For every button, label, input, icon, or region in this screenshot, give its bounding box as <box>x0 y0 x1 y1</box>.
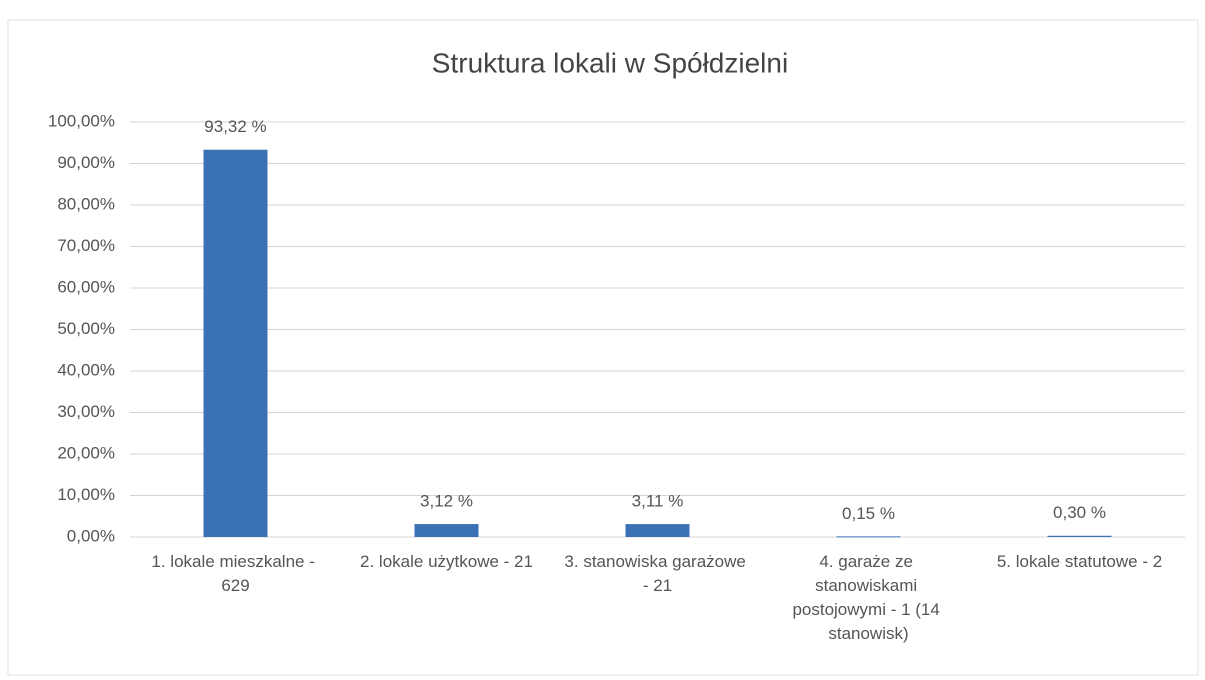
chart-frame <box>7 19 1199 676</box>
data-label: 3,12 % <box>420 492 473 511</box>
data-label: 0,15 % <box>842 504 895 523</box>
x-tick-label: 3. stanowiska garażowe - 21 <box>564 552 750 595</box>
bar <box>836 536 901 538</box>
y-tick-label: 80,00% <box>57 194 115 213</box>
chart-title: Struktura lokali w Spółdzielni <box>432 47 788 78</box>
x-tick-label: 2. lokale użytkowe - 21 <box>360 552 533 571</box>
data-label: 3,11 % <box>632 492 684 511</box>
bar <box>414 524 479 537</box>
y-tick-label: 70,00% <box>57 236 115 255</box>
x-tick-label: 1. lokale mieszkalne - 629 <box>151 552 319 595</box>
data-label: 93,32 % <box>204 117 266 136</box>
bar <box>1047 535 1112 537</box>
data-label: 0,30 % <box>1053 503 1106 522</box>
x-tick-label: 5. lokale statutowe - 2 <box>997 552 1162 571</box>
bar <box>625 524 690 537</box>
y-tick-label: 10,00% <box>57 485 115 504</box>
x-tick-label: 4. garaże ze stanowiskami postojowymi - … <box>792 552 944 643</box>
y-tick-label: 60,00% <box>57 277 115 296</box>
y-tick-label: 30,00% <box>57 402 115 421</box>
y-tick-label: 0,00% <box>67 526 115 545</box>
y-tick-label: 20,00% <box>57 443 115 462</box>
y-tick-label: 40,00% <box>57 360 115 379</box>
y-tick-label: 90,00% <box>57 153 115 172</box>
bar <box>203 149 268 538</box>
y-tick-label: 50,00% <box>57 319 115 338</box>
y-tick-label: 100,00% <box>48 111 115 130</box>
